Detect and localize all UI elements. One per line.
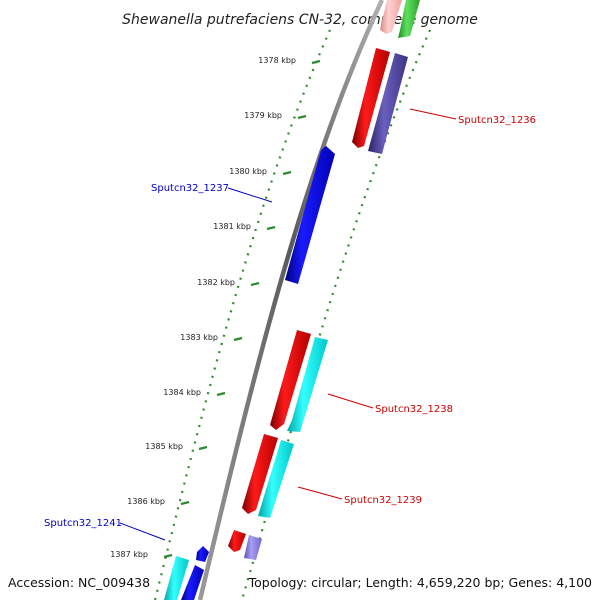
gene-arrow-lavender-small[interactable] (244, 535, 262, 560)
gene-arrow-red-1236[interactable] (352, 48, 390, 148)
tick-label: 1383 kbp (180, 333, 218, 342)
gene-label-1238[interactable]: Sputcn32_1238 (375, 404, 453, 415)
leader-line-1237 (227, 187, 273, 203)
gene-label-1237[interactable]: Sputcn32_1237 (151, 183, 229, 194)
tick-label: 1385 kbp (145, 442, 183, 451)
inner-dotted-track (153, 29, 332, 600)
tick-label: 1381 kbp (213, 222, 251, 231)
tick-label: 1379 kbp (244, 111, 282, 120)
tick-label: 1384 kbp (163, 388, 201, 397)
gene-arrow-red-small[interactable] (228, 530, 246, 552)
map-title: Shewanella putrefaciens CN-32, complete … (122, 12, 478, 28)
leader-line-1236 (409, 108, 457, 120)
genome-backbone (197, 0, 385, 600)
tick-label: 1387 kbp (110, 550, 148, 559)
tick-mark (233, 336, 243, 342)
gene-labels: Sputcn32_1236 Sputcn32_1237 Sputcn32_123… (44, 115, 536, 529)
tick-mark (282, 170, 292, 176)
tick-mark (297, 114, 307, 120)
tick-mark (216, 391, 226, 397)
gene-arrow-cyan-1241[interactable] (164, 556, 189, 600)
gene-arrow-cyan-1238[interactable] (287, 337, 328, 432)
tick-mark (198, 445, 208, 451)
tick-mark (250, 281, 260, 287)
tick-label: 1378 kbp (258, 56, 296, 65)
gene-label-1236[interactable]: Sputcn32_1236 (458, 115, 536, 126)
gene-label-1241[interactable]: Sputcn32_1241 (44, 518, 122, 529)
leader-line-1241 (119, 522, 166, 541)
gene-arrow-pink[interactable] (380, 0, 402, 34)
gene-arrow-cyan-1239[interactable] (258, 440, 294, 518)
tick-mark (266, 225, 276, 231)
tick-label: 1386 kbp (127, 497, 165, 506)
tick-mark (163, 553, 173, 559)
gene-features (164, 0, 420, 600)
tick-label: 1382 kbp (197, 278, 235, 287)
tick-label: 1380 kbp (229, 167, 267, 176)
accession-text: Accession: NC_009438 (8, 575, 150, 590)
topology-text: Topology: circular; Length: 4,659,220 bp… (248, 575, 592, 590)
leader-line-1239 (297, 486, 343, 500)
gene-arrow-red-1239[interactable] (242, 434, 278, 514)
tick-label-group: 1378 kbp 1379 kbp 1380 kbp 1381 kbp 1382 kbp… (110, 56, 296, 559)
tick-mark (180, 500, 190, 506)
tick-marks (163, 59, 321, 559)
gene-arrow-blue-1237[interactable] (285, 146, 335, 284)
gene-label-1239[interactable]: Sputcn32_1239 (344, 495, 422, 506)
gene-arrow-red-1238[interactable] (270, 330, 311, 430)
gene-arrow-blue-1241-head[interactable] (196, 546, 209, 562)
tick-mark (311, 59, 321, 65)
gene-arrow-purple-1236[interactable] (368, 53, 408, 154)
gene-leader-lines (119, 108, 457, 541)
gene-arrow-blue-1241[interactable] (181, 565, 204, 600)
gene-arrow-green[interactable] (398, 0, 420, 38)
leader-line-1238 (327, 393, 374, 409)
